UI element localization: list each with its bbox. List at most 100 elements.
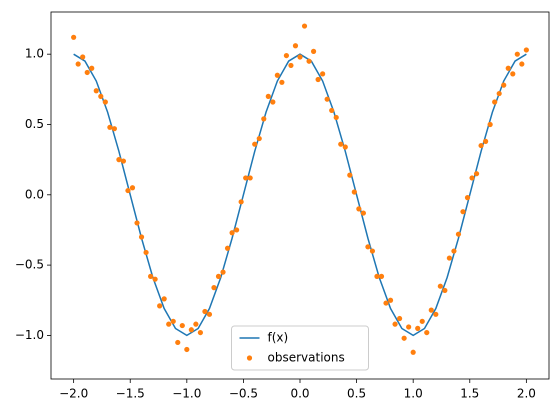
observation-point xyxy=(473,171,480,177)
observation-point xyxy=(202,308,208,315)
observation-point xyxy=(220,269,226,275)
observation-point xyxy=(193,321,199,327)
observation-point xyxy=(437,283,443,289)
y-tick-label: −0.5 xyxy=(15,258,44,272)
observation-point xyxy=(261,116,267,122)
observation-point xyxy=(415,325,421,331)
observation-point xyxy=(460,209,466,215)
x-tick-label: −2.0 xyxy=(59,387,88,401)
observation-point xyxy=(134,220,140,226)
observation-point xyxy=(270,99,276,105)
observation-point xyxy=(397,315,403,322)
observation-point xyxy=(301,23,308,29)
observation-point xyxy=(107,124,113,130)
observation-point xyxy=(224,245,231,251)
observation-point xyxy=(505,65,511,71)
observation-point xyxy=(310,48,317,54)
observation-point xyxy=(125,187,131,194)
observation-point xyxy=(148,273,154,279)
observation-point xyxy=(492,99,498,105)
observation-point xyxy=(451,248,457,254)
observation-point xyxy=(288,62,294,69)
observation-point xyxy=(401,335,407,341)
x-tick-label: 1.5 xyxy=(460,387,479,401)
observation-point xyxy=(342,144,348,150)
observation-point xyxy=(410,349,416,355)
observation-point xyxy=(161,296,167,302)
observation-point xyxy=(75,61,81,67)
observation-point xyxy=(383,300,389,306)
observation-point xyxy=(338,141,344,147)
observation-point xyxy=(360,210,366,216)
observation-point xyxy=(206,311,213,317)
observation-point xyxy=(252,141,258,147)
observation-point xyxy=(324,96,330,102)
observation-point xyxy=(283,52,290,59)
observation-point xyxy=(351,189,357,195)
observation-point xyxy=(157,303,163,309)
observation-point xyxy=(211,285,217,291)
observation-point xyxy=(138,234,145,240)
observation-point xyxy=(392,321,398,327)
observation-point xyxy=(243,175,249,181)
observation-point xyxy=(387,297,394,303)
x-tick-label: −0.5 xyxy=(229,387,258,401)
observation-point xyxy=(356,206,362,212)
observation-point xyxy=(523,47,529,53)
observation-point xyxy=(306,58,312,64)
observation-point xyxy=(374,273,380,279)
observation-point xyxy=(406,324,412,330)
x-tick-label: 1.0 xyxy=(404,387,423,401)
observation-point xyxy=(175,339,181,346)
observation-point xyxy=(234,227,240,233)
x-tick-label: 2.0 xyxy=(517,387,536,401)
observation-point xyxy=(102,99,108,105)
observation-point xyxy=(297,54,303,60)
y-tick-label: −1.0 xyxy=(15,328,44,342)
observation-point xyxy=(152,276,158,282)
x-tick-label: −1.5 xyxy=(116,387,145,401)
observation-point xyxy=(315,76,321,83)
observation-point xyxy=(197,329,203,336)
observation-point xyxy=(483,138,489,144)
observation-point xyxy=(247,175,253,181)
observation-point xyxy=(229,230,235,236)
legend-label: observations xyxy=(268,351,345,365)
observation-point xyxy=(446,255,452,261)
observation-point xyxy=(519,61,525,67)
legend-label: f(x) xyxy=(268,331,289,345)
observation-point xyxy=(428,307,434,313)
legend-box xyxy=(231,325,369,371)
observation-point xyxy=(188,327,194,333)
observation-point xyxy=(333,114,339,121)
y-tick-label: 1.0 xyxy=(25,47,44,61)
observation-point xyxy=(292,43,299,49)
observation-point xyxy=(184,346,190,353)
observation-point xyxy=(71,34,77,40)
observation-point xyxy=(93,88,99,94)
observation-point xyxy=(179,322,185,329)
y-tick-label: 0.0 xyxy=(25,187,44,201)
observation-point xyxy=(166,321,172,327)
observation-point xyxy=(496,90,502,97)
observation-point xyxy=(84,69,90,76)
function-line xyxy=(73,53,527,337)
observation-point xyxy=(510,71,516,77)
x-tick-label: −1.0 xyxy=(172,387,201,401)
observation-point xyxy=(347,172,353,178)
observation-point xyxy=(120,158,127,164)
observation-point xyxy=(116,157,122,163)
observation-point xyxy=(478,142,484,149)
observation-point xyxy=(256,135,262,142)
observation-point xyxy=(238,199,244,205)
observation-point xyxy=(455,231,462,237)
legend-dot xyxy=(246,355,253,361)
observation-point xyxy=(369,248,376,254)
observation-point xyxy=(98,93,104,99)
observation-point xyxy=(487,121,493,128)
observation-point xyxy=(378,273,385,279)
observation-point xyxy=(419,318,425,324)
observation-point xyxy=(279,79,285,85)
observation-point xyxy=(80,54,86,60)
